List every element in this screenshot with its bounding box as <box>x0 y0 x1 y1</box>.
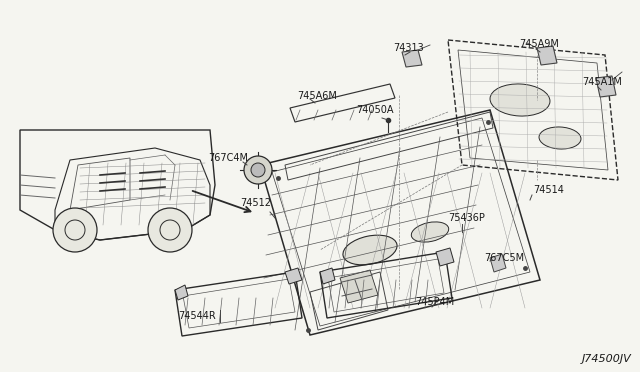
Text: 745A9M: 745A9M <box>519 39 559 49</box>
Text: 74514: 74514 <box>533 185 564 195</box>
Text: 75436P: 75436P <box>448 213 485 223</box>
Text: 74544R: 74544R <box>178 311 216 321</box>
Text: 74313: 74313 <box>393 43 424 53</box>
Polygon shape <box>285 268 302 284</box>
Polygon shape <box>490 254 506 272</box>
Circle shape <box>244 156 272 184</box>
Circle shape <box>53 208 97 252</box>
Text: J74500JV: J74500JV <box>582 354 632 364</box>
Polygon shape <box>402 50 422 67</box>
Polygon shape <box>436 248 454 266</box>
Text: 745A6M: 745A6M <box>297 91 337 101</box>
Text: 74512: 74512 <box>240 198 271 208</box>
Polygon shape <box>320 268 335 284</box>
Polygon shape <box>175 285 188 300</box>
Polygon shape <box>537 46 557 65</box>
Ellipse shape <box>490 84 550 116</box>
Ellipse shape <box>539 127 581 149</box>
Text: 767C4M: 767C4M <box>208 153 248 163</box>
Text: 745A1M: 745A1M <box>582 77 622 87</box>
Ellipse shape <box>412 222 449 242</box>
Text: 767C5M: 767C5M <box>484 253 524 263</box>
Text: 745P4M: 745P4M <box>415 297 454 307</box>
Circle shape <box>251 163 265 177</box>
Polygon shape <box>596 76 616 97</box>
Ellipse shape <box>343 235 397 265</box>
Text: 74050A: 74050A <box>356 105 394 115</box>
Polygon shape <box>340 270 378 303</box>
Circle shape <box>148 208 192 252</box>
